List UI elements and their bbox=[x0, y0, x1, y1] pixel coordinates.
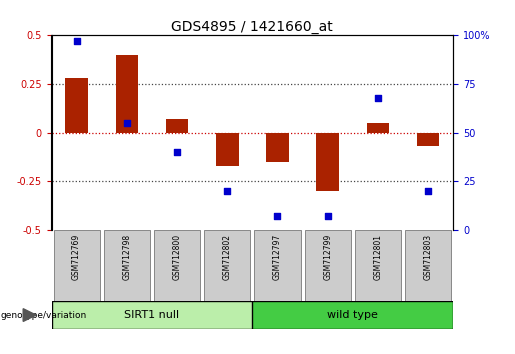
Bar bbox=[252, 301, 453, 329]
Bar bbox=[367, 123, 389, 133]
Text: GSM712799: GSM712799 bbox=[323, 234, 332, 280]
Point bbox=[123, 120, 131, 126]
Bar bbox=[166, 119, 188, 133]
Text: genotype/variation: genotype/variation bbox=[1, 310, 87, 320]
Point bbox=[73, 38, 81, 44]
Text: GSM712769: GSM712769 bbox=[72, 234, 81, 280]
Bar bbox=[65, 78, 88, 133]
Bar bbox=[115, 55, 138, 133]
Bar bbox=[254, 230, 301, 301]
Point bbox=[323, 213, 332, 219]
Bar bbox=[154, 230, 200, 301]
Bar bbox=[417, 133, 439, 147]
Text: SIRT1 null: SIRT1 null bbox=[124, 310, 180, 320]
Point bbox=[173, 149, 181, 155]
Text: GSM712802: GSM712802 bbox=[223, 234, 232, 280]
Bar bbox=[216, 133, 238, 166]
Bar bbox=[52, 301, 252, 329]
Text: GSM712798: GSM712798 bbox=[123, 234, 131, 280]
Text: GSM712803: GSM712803 bbox=[424, 234, 433, 280]
Point bbox=[424, 188, 432, 194]
Point bbox=[374, 95, 382, 101]
Bar bbox=[316, 133, 339, 191]
Text: wild type: wild type bbox=[328, 310, 378, 320]
Point bbox=[273, 213, 282, 219]
Bar bbox=[104, 230, 150, 301]
Title: GDS4895 / 1421660_at: GDS4895 / 1421660_at bbox=[171, 21, 333, 34]
Point bbox=[223, 188, 231, 194]
Bar bbox=[266, 133, 289, 162]
Bar bbox=[355, 230, 401, 301]
Bar bbox=[405, 230, 451, 301]
Bar bbox=[54, 230, 100, 301]
Text: GSM712797: GSM712797 bbox=[273, 234, 282, 280]
Bar bbox=[304, 230, 351, 301]
Text: GSM712801: GSM712801 bbox=[373, 234, 382, 280]
Bar bbox=[204, 230, 250, 301]
Text: GSM712800: GSM712800 bbox=[173, 234, 181, 280]
